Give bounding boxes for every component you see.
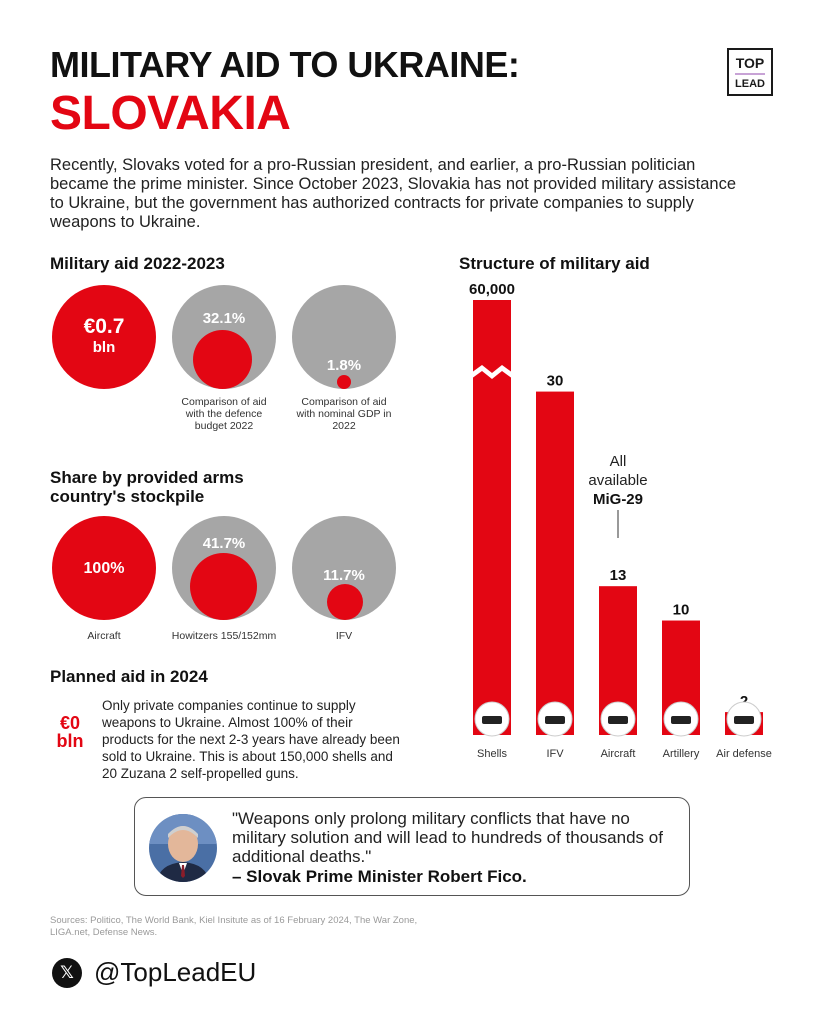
category-label: Aircraft <box>601 748 636 760</box>
planned-aid-value: €0 bln <box>50 714 90 750</box>
sources-note: Sources: Politico, The World Bank, Kiel … <box>50 915 418 938</box>
planned-heading: Planned aid in 2024 <box>50 667 208 686</box>
total-aid-value: €0.7 <box>83 315 125 338</box>
category-label: IFV <box>546 748 564 760</box>
defence-budget-share-circle <box>193 330 252 389</box>
aid-heading: Military aid 2022-2023 <box>50 254 225 273</box>
howitzers-share-circle <box>190 553 257 620</box>
total-aid-circle <box>52 285 156 389</box>
aircraft-share-label: Aircraft <box>87 630 121 642</box>
quote-text: "Weapons only prolong military conflicts… <box>232 809 663 866</box>
gdp-share-circle <box>337 375 351 389</box>
ifv-share-label: IFV <box>335 630 353 642</box>
toplead-logo: TOP LEAD <box>727 48 773 96</box>
logo-bottom-text: LEAD <box>735 78 765 90</box>
bar-shells <box>473 300 511 735</box>
bar-value-label: 30 <box>547 373 564 390</box>
gdp-bg-circle <box>292 285 396 389</box>
chart-title: Structure of military aid <box>459 254 650 273</box>
category-label: Air defense <box>716 748 772 760</box>
share-heading-line1: Share by provided arms <box>50 468 244 487</box>
logo-divider <box>735 73 765 75</box>
robert-fico-avatar <box>149 814 217 882</box>
quote-box <box>134 797 690 896</box>
bar-ifv <box>536 391 574 735</box>
shells-icon-glyph <box>482 716 502 724</box>
gdp-caption: Comparison of aid with nominal GDP in 20… <box>296 396 392 432</box>
defence-budget-pct: 32.1% <box>202 310 246 327</box>
axis-break-mark <box>471 365 513 379</box>
military-aid-bar-chart: 60,000Shells30IFV13Aircraft10Artillery2A… <box>469 281 772 760</box>
category-label: Artillery <box>663 748 700 760</box>
bar-value-label: 60,000 <box>469 281 515 298</box>
share-heading-line2: country's stockpile <box>50 487 205 506</box>
page-title: MILITARY AID TO UKRAINE: <box>50 44 520 85</box>
quote-author: – Slovak Prime Minister Robert Fico. <box>232 867 527 886</box>
ifv-share-pct: 11.7% <box>323 567 365 584</box>
annotation-line1: All <box>610 453 627 470</box>
annotation-line3: MiG-29 <box>593 491 643 508</box>
air-defense-icon-glyph <box>734 716 754 724</box>
bar-value-label: 13 <box>610 567 627 584</box>
defence-budget-caption: Comparison of aid with the defence budge… <box>181 396 267 432</box>
howitzers-share-pct: 41.7% <box>202 535 246 552</box>
aircraft-share-pct: 100% <box>83 560 125 577</box>
x-logo-icon[interactable]: 𝕏 <box>52 958 82 988</box>
category-label: Shells <box>477 748 507 760</box>
artillery-icon-glyph <box>671 716 691 724</box>
planned-aid-text: Only private companies continue to suppl… <box>102 698 400 781</box>
ifv-icon-glyph <box>545 716 565 724</box>
ifv-share-circle <box>327 584 363 620</box>
total-aid-unit: bln <box>92 339 116 356</box>
intro-paragraph: Recently, Slovaks voted for a pro-Russia… <box>50 156 736 231</box>
logo-top-text: TOP <box>735 55 765 71</box>
social-handle[interactable]: @TopLeadEU <box>94 957 257 987</box>
planned-aid-amount: €0 <box>59 713 81 733</box>
aircraft-icon-glyph <box>608 716 628 724</box>
aircraft-share-circle <box>52 516 156 620</box>
page-subtitle-country: SLOVAKIA <box>50 87 291 140</box>
planned-aid-unit: bln <box>56 731 84 751</box>
gdp-pct: 1.8% <box>326 357 362 374</box>
bar-value-label: 10 <box>673 602 690 619</box>
annotation-line2: available <box>588 472 647 489</box>
howitzers-share-label: Howitzers 155/152mm <box>171 630 277 642</box>
